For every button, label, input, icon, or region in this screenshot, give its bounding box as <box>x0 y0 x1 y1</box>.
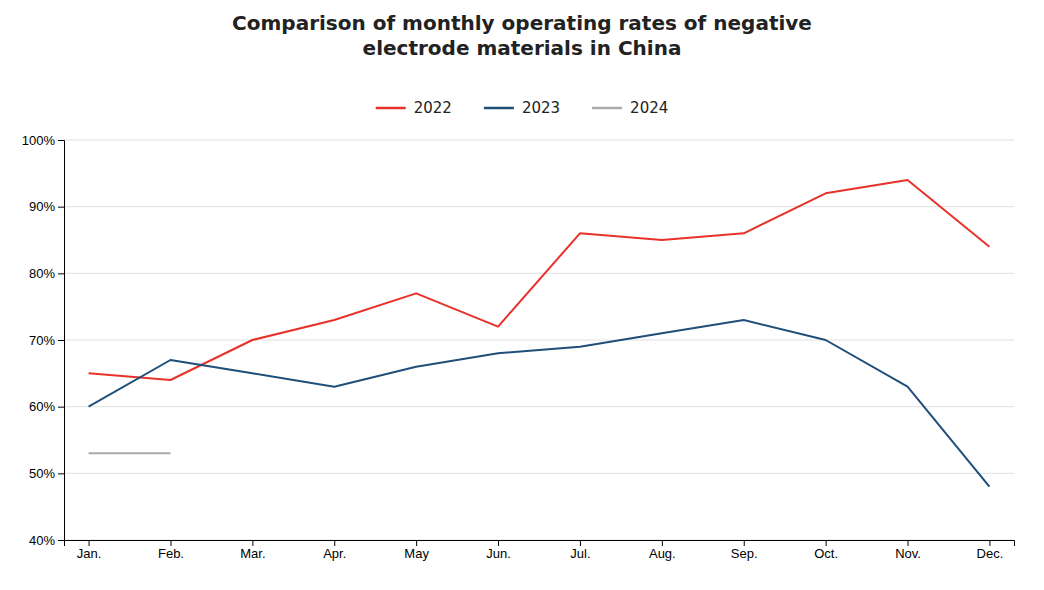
tick: Nov. <box>895 540 921 561</box>
chart: Comparison of monthly operating rates of… <box>0 0 1044 590</box>
legend: 2022 2023 2024 <box>376 99 669 117</box>
tick-label: 60% <box>29 399 55 414</box>
grid-line <box>64 206 1014 207</box>
legend-item: 2024 <box>592 99 668 117</box>
tick: Oct. <box>814 540 838 561</box>
tick-label: Jun. <box>486 546 511 561</box>
y-axis: 40% 50% 60% 70% 80% 90% 100% <box>22 133 65 548</box>
title-line: electrode materials in China <box>363 36 682 60</box>
tick-mark <box>58 140 64 141</box>
tick-mark <box>58 407 64 408</box>
grid <box>64 140 1014 540</box>
legend-swatch <box>592 107 622 110</box>
tick: 90% <box>29 199 64 214</box>
axis-line <box>58 141 65 541</box>
tick-mark <box>908 540 909 546</box>
tick-mark <box>58 540 64 541</box>
tick: Jun. <box>486 540 511 561</box>
tick-label: Jan. <box>77 546 102 561</box>
tick-mark <box>252 540 253 546</box>
tick-mark <box>744 540 745 546</box>
tick-mark <box>989 540 990 546</box>
tick-label: Nov. <box>895 546 921 561</box>
legend-swatch <box>484 107 514 110</box>
legend-label: 2024 <box>630 99 668 117</box>
tick-mark <box>334 540 335 546</box>
grid-line <box>64 406 1014 407</box>
tick-label: 100% <box>22 133 56 148</box>
tick: Apr. <box>323 540 346 561</box>
tick-label: 70% <box>29 333 55 348</box>
x-axis: Jan. Feb. Mar. Apr. May Jun. Jul. Aug. Sep. Oct. N… <box>65 540 1015 561</box>
tick-mark <box>416 540 417 546</box>
tick-label: Dec. <box>977 546 1004 561</box>
lines <box>89 180 990 487</box>
tick-mark <box>58 340 64 341</box>
series-line <box>89 320 990 487</box>
tick: Sep. <box>731 540 758 561</box>
tick-label: Apr. <box>323 546 346 561</box>
tick-mark <box>826 540 827 546</box>
tick-mark <box>58 273 64 274</box>
tick-label: 40% <box>29 533 55 548</box>
tick-mark <box>662 540 663 546</box>
tick-label: Aug. <box>649 546 676 561</box>
tick: Dec. <box>977 540 1004 561</box>
tick-mark <box>170 540 171 546</box>
tick: 60% <box>29 399 64 414</box>
tick-label: Sep. <box>731 546 758 561</box>
legend-label: 2022 <box>414 99 452 117</box>
tick-label: 50% <box>29 466 55 481</box>
tick: Mar. <box>240 540 265 561</box>
tick-label: 90% <box>29 199 55 214</box>
tick-mark <box>58 473 64 474</box>
legend-item: 2022 <box>376 99 452 117</box>
title-line: Comparison of monthly operating rates of… <box>232 11 812 35</box>
tick-label: Feb. <box>158 546 184 561</box>
legend-label: 2023 <box>522 99 560 117</box>
tick-label: Jul. <box>570 546 590 561</box>
tick: 100% <box>22 133 64 148</box>
tick-mark <box>89 540 90 546</box>
grid-line <box>64 473 1014 474</box>
tick: Jul. <box>570 540 590 561</box>
axis-line <box>65 541 1015 547</box>
tick: 70% <box>29 333 64 348</box>
tick-label: Mar. <box>240 546 265 561</box>
tick-label: May <box>404 546 429 561</box>
tick: Aug. <box>649 540 676 561</box>
legend-item: 2023 <box>484 99 560 117</box>
grid-line <box>64 140 1014 141</box>
tick: Jan. <box>77 540 102 561</box>
legend-swatch <box>376 107 406 110</box>
tick: 50% <box>29 466 64 481</box>
series-line <box>89 452 171 454</box>
title: Comparison of monthly operating rates of… <box>232 11 812 60</box>
tick-label: 80% <box>29 266 55 281</box>
grid-line <box>64 340 1014 341</box>
tick: Feb. <box>158 540 184 561</box>
tick: May <box>404 540 429 561</box>
tick: 40% <box>29 533 64 548</box>
plot: 40% 50% 60% 70% 80% 90% 100% Jan. Feb. Mar. Apr. Ma… <box>22 133 1015 562</box>
tick: 80% <box>29 266 64 281</box>
tick-label: Oct. <box>814 546 838 561</box>
grid-line <box>64 273 1014 274</box>
tick-mark <box>580 540 581 546</box>
tick-mark <box>498 540 499 546</box>
tick-mark <box>58 207 64 208</box>
